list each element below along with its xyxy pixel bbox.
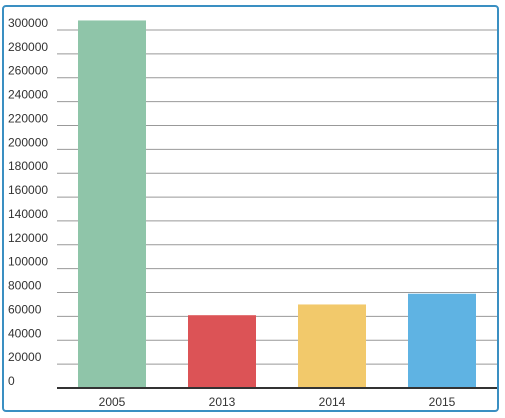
- y-tick-label: 140000: [8, 207, 48, 221]
- y-tick-label: 280000: [8, 40, 48, 54]
- x-axis-labels: 2005 2013 2014 2015: [99, 395, 456, 409]
- y-tick-label: 0: [8, 374, 15, 388]
- x-tick-label: 2015: [429, 395, 456, 409]
- bar-2005: [78, 20, 146, 388]
- bars: [78, 20, 476, 388]
- y-tick-label: 40000: [8, 326, 42, 340]
- x-tick-label: 2014: [319, 395, 346, 409]
- bar-2013: [188, 315, 256, 388]
- y-tick-label: 80000: [8, 279, 42, 293]
- x-tick-label: 2013: [209, 395, 236, 409]
- y-tick-label: 20000: [8, 350, 42, 364]
- y-axis-ticks: 0 20000 40000 60000 80000 100000 120000 140000 1…: [8, 16, 48, 388]
- y-tick-label: 180000: [8, 159, 48, 173]
- y-tick-label: 300000: [8, 16, 48, 30]
- y-tick-label: 220000: [8, 111, 48, 125]
- y-tick-label: 240000: [8, 88, 48, 102]
- y-tick-label: 200000: [8, 135, 48, 149]
- x-tick-label: 2005: [99, 395, 126, 409]
- y-tick-label: 60000: [8, 302, 42, 316]
- y-tick-label: 120000: [8, 231, 48, 245]
- y-tick-label: 100000: [8, 255, 48, 269]
- y-tick-label: 160000: [8, 183, 48, 197]
- y-tick-label: 260000: [8, 64, 48, 78]
- bar-2014: [298, 304, 366, 388]
- bar-2015: [408, 293, 476, 388]
